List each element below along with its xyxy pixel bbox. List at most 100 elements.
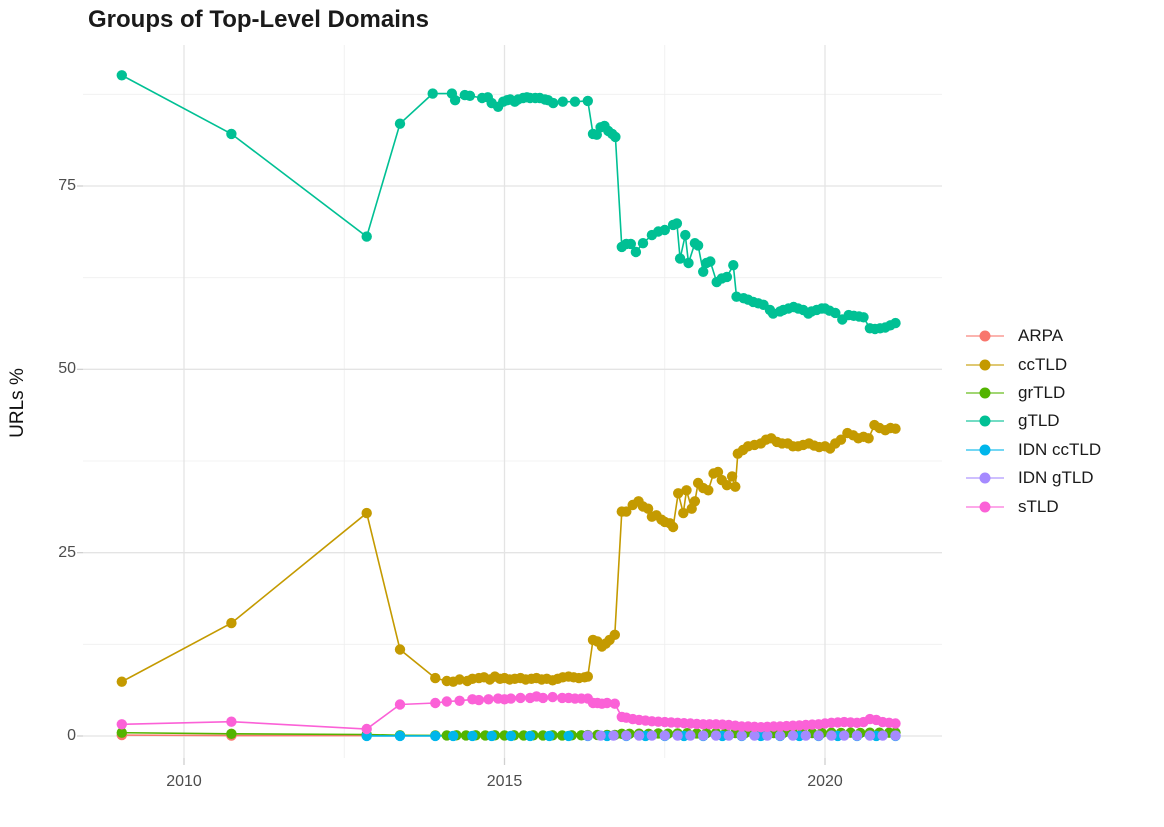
legend-label: grTLD	[1018, 382, 1066, 402]
data-point-idn-cctld	[394, 730, 406, 742]
legend-key-dot	[979, 415, 991, 427]
data-point-idn-gtld	[787, 730, 799, 741]
legend-label: ccTLD	[1018, 354, 1068, 374]
data-point-idn-gtld	[736, 730, 747, 741]
legend-key-icon	[966, 444, 1004, 456]
data-point-cctld	[582, 671, 593, 682]
data-point-idn-gtld	[864, 730, 876, 741]
data-point-idn-gtld	[723, 730, 734, 741]
data-point-cctld	[454, 674, 465, 685]
legend-label: gTLD	[1018, 411, 1060, 431]
data-point-idn-gtld	[813, 730, 824, 741]
legend-item-gtld: gTLD	[966, 407, 1101, 435]
data-point-cctld	[361, 507, 372, 519]
data-point-idn-cctld	[524, 730, 536, 742]
data-point-gtld	[427, 88, 438, 99]
data-point-stld	[609, 698, 620, 709]
data-point-cctld	[730, 481, 741, 492]
data-point-stld	[454, 695, 465, 706]
data-point-stld	[473, 694, 485, 706]
legend-item-arpa: ARPA	[966, 322, 1101, 350]
data-point-gtld	[464, 90, 476, 102]
legend-key-icon	[966, 330, 1004, 342]
data-point-gtld	[449, 95, 461, 106]
data-point-gtld	[721, 271, 733, 283]
legend-item-stld: sTLD	[966, 492, 1101, 520]
data-point-idn-gtld	[608, 730, 619, 741]
legend-label: sTLD	[1018, 496, 1059, 516]
data-point-cctld	[430, 672, 441, 684]
data-point-gtld	[698, 266, 709, 277]
data-point-idn-gtld	[826, 730, 837, 741]
series-line-cctld	[121, 423, 896, 683]
data-point-idn-cctld	[486, 730, 497, 742]
data-point-stld	[601, 697, 613, 709]
x-tick-label: 2020	[807, 773, 843, 790]
data-point-idn-cctld	[467, 730, 478, 742]
x-tick-label: 2010	[166, 773, 202, 790]
data-point-stld	[226, 716, 237, 727]
data-point-idn-gtld	[800, 730, 811, 741]
data-point-idn-gtld	[646, 730, 658, 741]
data-point-gtld	[625, 238, 636, 250]
series-line-gtld	[121, 74, 896, 330]
data-point-gtld	[116, 70, 128, 81]
data-point-idn-gtld	[710, 730, 722, 741]
data-point-cctld	[835, 434, 847, 445]
data-point-stld	[515, 692, 526, 704]
data-point-gtld	[890, 317, 901, 329]
data-point-cctld	[621, 506, 632, 517]
data-point-gtld	[705, 256, 716, 267]
data-point-idn-gtld	[633, 730, 645, 741]
legend-item-idn-cctld: IDN ccTLD	[966, 436, 1101, 464]
data-point-stld	[394, 699, 406, 710]
legend-label: ARPA	[1018, 326, 1064, 346]
data-point-cctld	[226, 617, 237, 629]
data-point-cctld	[609, 629, 620, 640]
data-point-idn-gtld	[698, 730, 709, 741]
data-point-cctld	[726, 471, 738, 482]
legend-key-icon	[966, 359, 1004, 371]
data-point-gtld	[674, 253, 686, 264]
data-point-cctld	[721, 480, 733, 491]
legend-key-dot	[979, 330, 991, 342]
legend-key-icon	[966, 501, 1004, 513]
data-point-stld	[116, 719, 128, 730]
y-tick-label: 25	[58, 543, 76, 561]
data-point-cctld	[681, 485, 692, 496]
legend-item-grtld: grTLD	[966, 379, 1101, 407]
data-point-gtld	[394, 118, 406, 129]
data-point-cctld	[689, 496, 701, 507]
data-point-stld	[483, 694, 494, 705]
chart-title: Groups of Top-Level Domains	[88, 6, 429, 33]
data-point-idn-gtld	[595, 730, 606, 741]
data-point-idn-cctld	[563, 730, 574, 742]
y-tick-label: 50	[58, 360, 76, 378]
data-point-idn-cctld	[448, 730, 459, 742]
legend: ARPA ccTLD grTLD gTLD IDN ccTLD IDN gTLD sTLD	[966, 322, 1101, 521]
data-point-stld	[441, 696, 452, 707]
data-point-gtld	[361, 231, 372, 242]
data-point-stld	[430, 697, 441, 709]
data-point-gtld	[683, 257, 694, 269]
data-point-gtld	[858, 312, 869, 323]
data-point-stld	[505, 693, 517, 704]
data-point-gtld	[671, 218, 683, 229]
data-point-stld	[547, 691, 558, 703]
data-point-idn-gtld	[877, 730, 888, 741]
data-point-gtld	[630, 246, 642, 258]
data-point-idn-gtld	[762, 730, 773, 741]
data-point-idn-gtld	[890, 730, 901, 741]
legend-key-icon	[966, 415, 1004, 427]
data-point-idn-gtld	[749, 730, 760, 741]
legend-key-icon	[966, 387, 1004, 399]
legend-key-dot	[979, 359, 991, 371]
legend-key-dot	[979, 501, 991, 513]
legend-key-icon	[966, 472, 1004, 484]
data-point-idn-gtld	[685, 730, 696, 741]
data-point-gtld	[226, 128, 237, 140]
data-point-grtld	[226, 728, 237, 739]
y-axis-title: URLs %	[7, 368, 28, 438]
legend-key-dot	[979, 444, 991, 456]
